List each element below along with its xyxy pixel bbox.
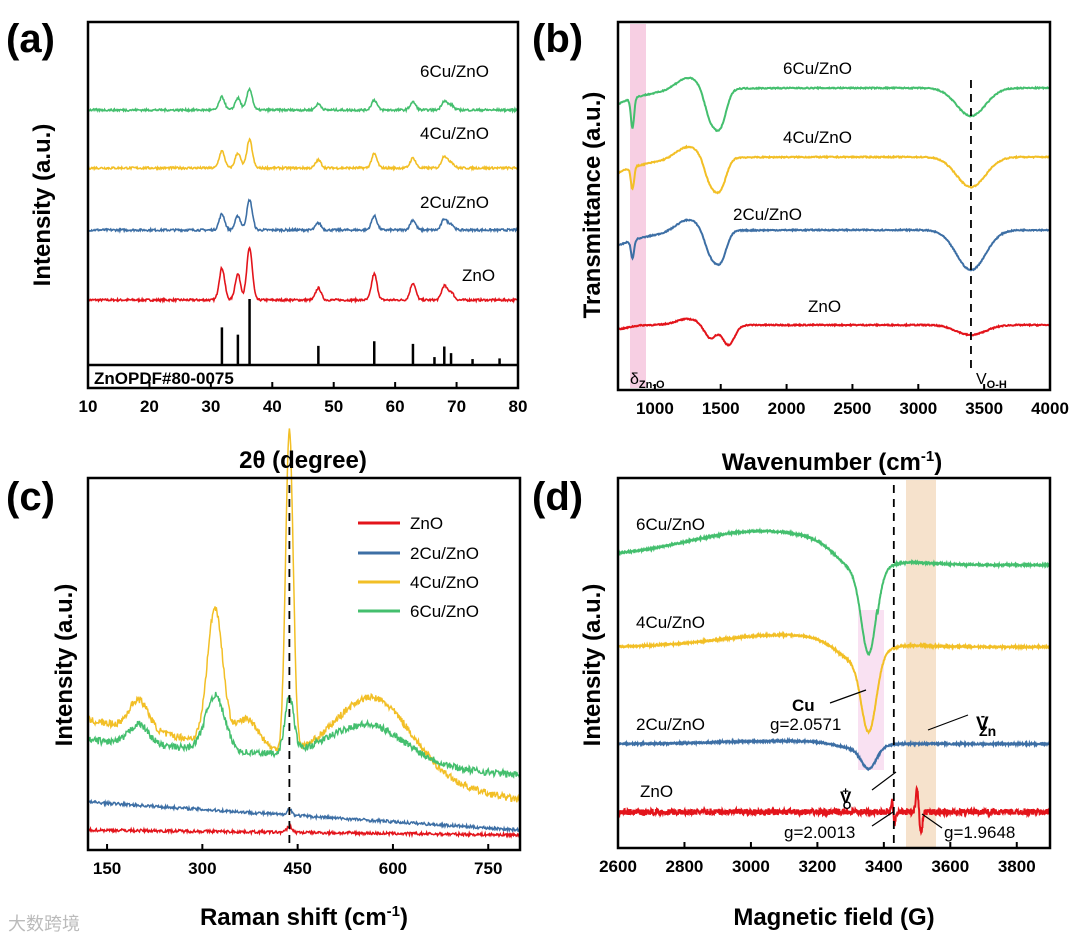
xrd-curve-2Cu/ZnO bbox=[87, 198, 519, 234]
y-axis-label-b: Transmittance (a.u.) bbox=[579, 92, 606, 319]
ftir-curve-4Cu/ZnO bbox=[617, 144, 1051, 195]
g2-label: g=1.9648 bbox=[944, 823, 1015, 842]
label-d-6cu: 6Cu/ZnO bbox=[636, 515, 705, 534]
label-b-4cu: 4Cu/ZnO bbox=[783, 128, 852, 147]
x-axis-label-b: Wavenumber (cm-1) bbox=[722, 448, 943, 476]
g1-label: g=2.0013 bbox=[784, 823, 855, 842]
label-b-6cu: 6Cu/ZnO bbox=[783, 59, 852, 78]
label-a-6cu: 6Cu/ZnO bbox=[420, 62, 489, 81]
x-tick-label: 4000 bbox=[1031, 399, 1069, 418]
label-d-zno: ZnO bbox=[640, 782, 673, 801]
x-tick-label: 80 bbox=[509, 397, 528, 416]
plot-frame-d bbox=[616, 476, 1052, 850]
epr-curve-2Cu/ZnO bbox=[617, 736, 1051, 772]
zn-o-annotation: δZn-O bbox=[630, 371, 665, 391]
g1-arrow bbox=[871, 811, 894, 827]
cu-band bbox=[858, 610, 884, 770]
x-tick-label: 2000 bbox=[768, 399, 806, 418]
x-tick-label: 2600 bbox=[599, 857, 637, 876]
vzn-band bbox=[906, 480, 936, 848]
label-d-2cu: 2Cu/ZnO bbox=[636, 715, 705, 734]
x-tick-label: 150 bbox=[93, 859, 121, 878]
ftir-curve-6Cu/ZnO bbox=[617, 76, 1051, 133]
cu-arrow bbox=[829, 689, 867, 704]
panel-label-c: (c) bbox=[6, 475, 55, 519]
x-axis-label-c: Raman shift (cm-1) bbox=[200, 903, 408, 931]
x-tick-label: 70 bbox=[447, 397, 466, 416]
x-tick-label: 3800 bbox=[998, 857, 1036, 876]
x-tick-label: 300 bbox=[188, 859, 216, 878]
x-axis-label-d: Magnetic field (G) bbox=[733, 904, 934, 931]
raman-curve-2Cu/ZnO bbox=[87, 798, 521, 834]
legend-zno: ZnO bbox=[410, 514, 443, 533]
x-tick-label: 3500 bbox=[965, 399, 1003, 418]
epr-curve-ZnO bbox=[617, 784, 1051, 837]
cu-label: Cu bbox=[792, 696, 815, 715]
xrd-curve-4Cu/ZnO bbox=[87, 137, 519, 172]
x-tick-label: 3000 bbox=[899, 399, 937, 418]
x-tick-label: 20 bbox=[140, 397, 159, 416]
y-axis-label-a: Intensity (a.u.) bbox=[29, 124, 56, 287]
x-tick-label: 40 bbox=[263, 397, 282, 416]
vzn-label: V-Zn bbox=[976, 708, 996, 739]
x-tick-label: 60 bbox=[386, 397, 405, 416]
epr-curve-4Cu/ZnO bbox=[617, 630, 1051, 735]
label-d-4cu: 4Cu/ZnO bbox=[636, 613, 705, 632]
x-tick-label: 3200 bbox=[798, 857, 836, 876]
y-axis-label-c: Intensity (a.u.) bbox=[51, 584, 78, 747]
x-tick-label: 1000 bbox=[636, 399, 674, 418]
panel-label-b: (b) bbox=[532, 17, 583, 61]
label-a-4cu: 4Cu/ZnO bbox=[420, 124, 489, 143]
x-tick-label: 1500 bbox=[702, 399, 740, 418]
panel-label-a: (a) bbox=[6, 17, 55, 61]
cu-g-label: g=2.0571 bbox=[770, 715, 841, 734]
g2-arrow bbox=[921, 813, 943, 829]
ftir-curve-ZnO bbox=[617, 317, 1051, 347]
vo-arrow bbox=[871, 771, 897, 791]
legend-c: ZnO 2Cu/ZnO 4Cu/ZnO 6Cu/ZnO bbox=[358, 514, 479, 621]
vo-label: V+ O bbox=[840, 786, 852, 812]
x-tick-label: 750 bbox=[474, 859, 502, 878]
x-tick-label: 2800 bbox=[666, 857, 704, 876]
label-b-zno: ZnO bbox=[808, 297, 841, 316]
x-axis-label-a: 2θ (degree) bbox=[239, 447, 367, 474]
label-a-2cu: 2Cu/ZnO bbox=[420, 193, 489, 212]
panel-label-d: (d) bbox=[532, 475, 583, 519]
xrd-curve-6Cu/ZnO bbox=[87, 86, 519, 114]
raman-curve-ZnO bbox=[87, 822, 521, 839]
legend-4cu: 4Cu/ZnO bbox=[410, 573, 479, 592]
x-tick-label: 450 bbox=[283, 859, 311, 878]
watermark: 大数跨境 bbox=[8, 914, 80, 934]
reference-label: ZnOPDF#80-0075 bbox=[94, 369, 234, 388]
x-tick-label: 3000 bbox=[732, 857, 770, 876]
x-tick-label: 30 bbox=[201, 397, 220, 416]
ftir-curve-2Cu/ZnO bbox=[617, 218, 1051, 272]
legend-6cu: 6Cu/ZnO bbox=[410, 602, 479, 621]
label-a-zno: ZnO bbox=[462, 266, 495, 285]
plot-frame-c bbox=[86, 476, 522, 852]
o-h-annotation: VO-H bbox=[976, 371, 1007, 391]
legend-2cu: 2Cu/ZnO bbox=[410, 544, 479, 563]
vzn-arrow bbox=[927, 714, 969, 731]
epr-curve-6Cu/ZnO bbox=[617, 527, 1051, 657]
plot-frame-a bbox=[86, 20, 520, 390]
raman-curve-6Cu/ZnO bbox=[87, 691, 521, 779]
x-tick-label: 50 bbox=[324, 397, 343, 416]
x-tick-label: 3400 bbox=[865, 857, 903, 876]
label-b-2cu: 2Cu/ZnO bbox=[733, 205, 802, 224]
xrd-curve-ZnO bbox=[87, 245, 519, 304]
x-tick-label: 10 bbox=[79, 397, 98, 416]
x-tick-label: 600 bbox=[379, 859, 407, 878]
x-tick-label: 2500 bbox=[834, 399, 872, 418]
y-axis-label-d: Intensity (a.u.) bbox=[579, 584, 606, 747]
x-tick-label: 3600 bbox=[931, 857, 969, 876]
plot-frame-b bbox=[616, 20, 1052, 392]
raman-curve-4Cu/ZnO bbox=[87, 428, 521, 803]
zn-o-band bbox=[630, 24, 646, 388]
